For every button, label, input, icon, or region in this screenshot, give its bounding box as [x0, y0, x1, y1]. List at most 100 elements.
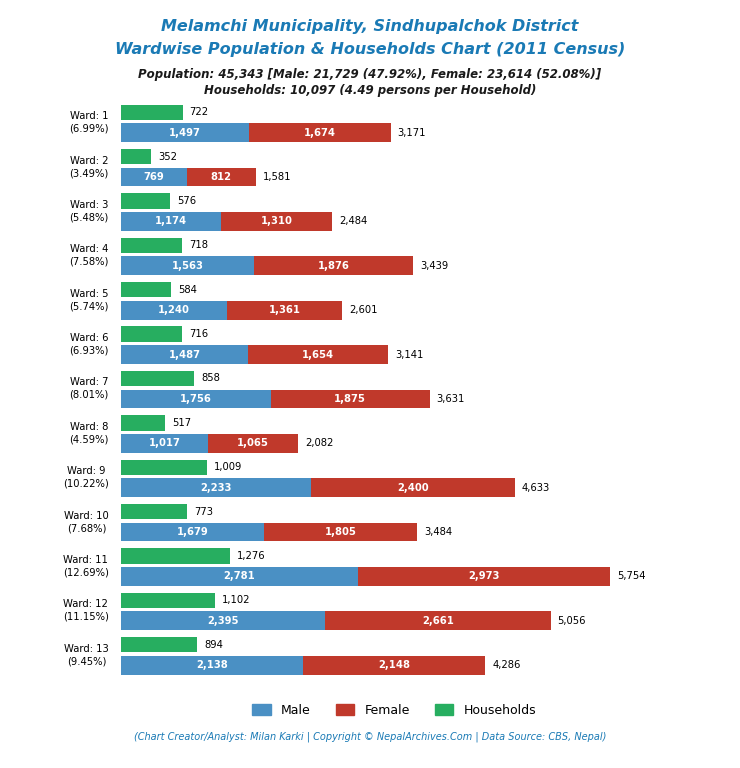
Bar [311, 478, 515, 497]
Text: 2,973: 2,973 [468, 571, 500, 581]
Text: 1,009: 1,009 [214, 462, 242, 472]
Bar [357, 567, 610, 586]
Text: 2,781: 2,781 [223, 571, 255, 581]
Text: Ward: 5
(5.74%): Ward: 5 (5.74%) [70, 289, 109, 311]
Text: 2,661: 2,661 [422, 616, 454, 626]
Text: Ward: 8
(4.59%): Ward: 8 (4.59%) [70, 422, 109, 444]
Text: 352: 352 [158, 151, 177, 161]
Text: 1,497: 1,497 [169, 127, 201, 137]
Bar [121, 523, 264, 541]
Text: Ward: 11
(12.69%): Ward: 11 (12.69%) [63, 555, 109, 578]
Bar [121, 371, 195, 386]
Bar [121, 167, 186, 187]
Text: 2,138: 2,138 [196, 660, 228, 670]
Text: Melamchi Municipality, Sindhupalchok District: Melamchi Municipality, Sindhupalchok Dis… [161, 19, 579, 35]
Text: Ward: 6
(6.93%): Ward: 6 (6.93%) [70, 333, 109, 356]
Text: 1,276: 1,276 [237, 551, 265, 561]
Bar [221, 212, 332, 231]
Bar [325, 611, 551, 631]
Text: 3,171: 3,171 [397, 127, 426, 137]
Bar [121, 124, 249, 142]
Text: 4,633: 4,633 [522, 482, 550, 493]
Text: 2,233: 2,233 [201, 482, 232, 493]
Bar [121, 212, 221, 231]
Text: 812: 812 [211, 172, 232, 182]
Bar [186, 167, 256, 187]
Text: 3,484: 3,484 [424, 527, 452, 537]
Bar [121, 415, 166, 431]
Bar [249, 124, 391, 142]
Text: Ward: 10
(7.68%): Ward: 10 (7.68%) [64, 511, 109, 533]
Text: 1,581: 1,581 [263, 172, 291, 182]
Text: 1,756: 1,756 [180, 394, 212, 404]
Text: 858: 858 [201, 373, 220, 383]
Text: Ward: 4
(7.58%): Ward: 4 (7.58%) [70, 244, 109, 266]
Text: 1,174: 1,174 [155, 217, 187, 227]
Text: 1,240: 1,240 [158, 305, 190, 315]
Bar [271, 389, 430, 409]
Bar [121, 434, 208, 452]
Text: 3,439: 3,439 [420, 261, 448, 271]
Text: 1,654: 1,654 [302, 349, 334, 359]
Text: Ward: 9
(10.22%): Ward: 9 (10.22%) [63, 466, 109, 488]
Text: 584: 584 [178, 285, 197, 295]
Bar [121, 478, 311, 497]
Text: 2,601: 2,601 [349, 305, 377, 315]
Text: 773: 773 [194, 507, 213, 517]
Bar [264, 523, 417, 541]
Text: 769: 769 [144, 172, 164, 182]
Text: 1,065: 1,065 [237, 439, 269, 449]
Bar [121, 237, 183, 253]
Bar [121, 459, 207, 475]
Text: 1,563: 1,563 [172, 261, 204, 271]
Text: 894: 894 [204, 640, 223, 650]
Text: 2,395: 2,395 [207, 616, 239, 626]
Bar [121, 504, 187, 519]
Bar [121, 257, 255, 275]
Bar [255, 257, 414, 275]
Bar [121, 637, 198, 652]
Text: 517: 517 [172, 418, 192, 428]
Bar [121, 149, 152, 164]
Text: 1,876: 1,876 [318, 261, 350, 271]
Bar [121, 389, 271, 409]
Bar [248, 345, 388, 364]
Text: 716: 716 [189, 329, 208, 339]
Text: 4,286: 4,286 [492, 660, 520, 670]
Bar [226, 301, 343, 319]
Text: 722: 722 [189, 108, 209, 118]
Text: 1,361: 1,361 [269, 305, 300, 315]
Text: 2,400: 2,400 [397, 482, 428, 493]
Text: Ward: 3
(5.48%): Ward: 3 (5.48%) [70, 200, 109, 223]
Bar [121, 345, 248, 364]
Bar [121, 282, 171, 297]
Text: 5,754: 5,754 [617, 571, 645, 581]
Bar [303, 656, 485, 674]
Bar [121, 326, 182, 342]
Bar [121, 656, 303, 674]
Text: Ward: 13
(9.45%): Ward: 13 (9.45%) [64, 644, 109, 666]
Text: Ward: 12
(11.15%): Ward: 12 (11.15%) [63, 599, 109, 622]
Text: 1,875: 1,875 [334, 394, 366, 404]
Bar [121, 593, 215, 608]
Bar [121, 301, 226, 319]
Bar [121, 194, 170, 209]
Text: 1,674: 1,674 [303, 127, 336, 137]
Bar [121, 611, 325, 631]
Text: (Chart Creator/Analyst: Milan Karki | Copyright © NepalArchives.Com | Data Sourc: (Chart Creator/Analyst: Milan Karki | Co… [134, 731, 606, 742]
Text: Ward: 1
(6.99%): Ward: 1 (6.99%) [70, 111, 109, 134]
Text: 1,487: 1,487 [169, 349, 201, 359]
Text: 2,484: 2,484 [339, 217, 368, 227]
Text: 1,805: 1,805 [325, 527, 357, 537]
Bar [208, 434, 298, 452]
Text: Ward: 7
(8.01%): Ward: 7 (8.01%) [70, 378, 109, 400]
Bar [121, 104, 183, 120]
Text: 2,148: 2,148 [378, 660, 410, 670]
Text: Wardwise Population & Households Chart (2011 Census): Wardwise Population & Households Chart (… [115, 42, 625, 58]
Text: 5,056: 5,056 [557, 616, 586, 626]
Legend: Male, Female, Households: Male, Female, Households [247, 699, 541, 722]
Text: Ward: 2
(3.49%): Ward: 2 (3.49%) [70, 156, 109, 178]
Text: 576: 576 [177, 196, 196, 206]
Text: 3,631: 3,631 [437, 394, 465, 404]
Text: 3,141: 3,141 [395, 349, 423, 359]
